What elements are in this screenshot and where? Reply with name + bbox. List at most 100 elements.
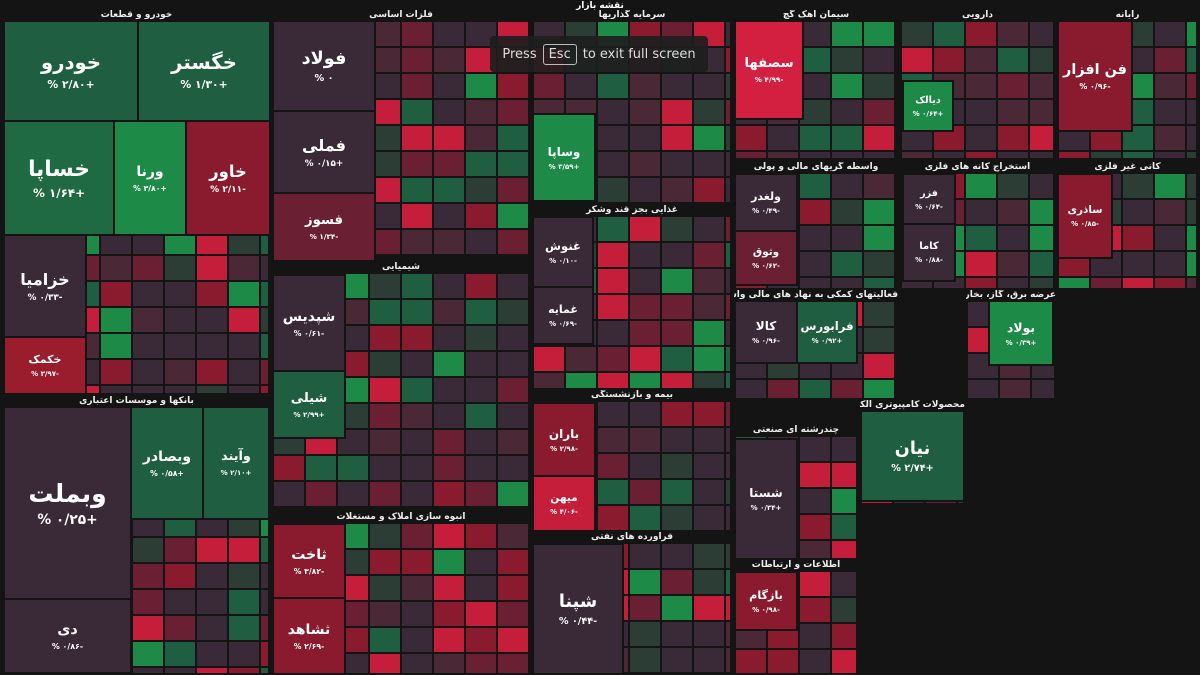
- filler-tile: [1123, 152, 1153, 158]
- stock-name: فملی: [302, 135, 346, 155]
- filler-tile: [800, 515, 830, 539]
- filler-tile: [726, 506, 730, 530]
- filler-tile: [726, 373, 730, 388]
- filler-tile: [864, 226, 894, 250]
- stock-name: سصفها: [744, 56, 794, 71]
- stock-tile: وثوق -۰/۶۲ %: [734, 230, 798, 286]
- filler-tile: [1187, 126, 1196, 150]
- stock-name: ثاخت: [291, 546, 327, 563]
- stock-change: -۲/۱۱ %: [210, 184, 246, 195]
- filler-tile: [370, 654, 400, 673]
- stock-change: +۱/۳۰ %: [180, 78, 228, 91]
- filler-tile: [694, 596, 724, 620]
- filler-tile: [662, 454, 692, 478]
- filler-tile: [1187, 252, 1196, 276]
- filler-tile: [630, 243, 660, 267]
- filler-tile: [133, 230, 163, 254]
- filler-tile: [466, 300, 496, 324]
- filler-tile: [694, 152, 724, 176]
- filler-tile: [197, 616, 227, 640]
- stock-name: وآیند: [221, 449, 251, 464]
- filler-tile: [402, 204, 432, 228]
- filler-tile: [370, 550, 400, 574]
- filler-tile: [370, 274, 400, 298]
- filler-tile: [1123, 252, 1153, 276]
- stock-tile: خگستر +۱/۳۰ %: [137, 20, 271, 122]
- filler-tile: [434, 550, 464, 574]
- stock-name: فسوز: [305, 213, 343, 228]
- filler-tile: [434, 74, 464, 98]
- filler-tile: [726, 152, 730, 176]
- stock-tile: ورنا +۳/۸۰ %: [113, 120, 187, 236]
- stock-change: -۳/۸۲ %: [293, 566, 325, 576]
- filler-tile: [261, 334, 268, 358]
- filler-tile: [197, 386, 227, 393]
- filler-tile: [261, 642, 268, 666]
- filler-tile: [370, 352, 400, 376]
- filler-tile: [1155, 126, 1185, 150]
- sector-title: بانکها و موسسات اعتباری: [79, 396, 194, 406]
- filler-tile: [402, 326, 432, 350]
- filler-tile: [832, 572, 856, 596]
- filler-tile: [466, 524, 496, 548]
- filler-tile: [133, 538, 163, 562]
- filler-tile: [498, 404, 528, 428]
- filler-tile: [370, 628, 400, 652]
- filler-tile: [726, 74, 730, 98]
- filler-tile: [229, 256, 259, 280]
- filler-tile: [864, 278, 894, 288]
- filler-tile: [402, 152, 432, 176]
- filler-tile: [402, 178, 432, 202]
- stock-name: غمایه: [548, 303, 578, 316]
- filler-tile: [966, 174, 996, 198]
- filler-tile: [1187, 278, 1196, 288]
- filler-tile: [1123, 226, 1153, 250]
- stock-tile: باران -۲/۹۸ %: [532, 402, 596, 477]
- filler-tile: [1155, 278, 1185, 288]
- filler-tile: [229, 360, 259, 384]
- filler-tile: [768, 380, 798, 398]
- stock-tile: میهن -۴/۰۶ %: [532, 475, 596, 532]
- filler-tile: [370, 126, 400, 150]
- filler-tile: [1091, 278, 1121, 288]
- filler-tile: [133, 360, 163, 384]
- filler-tile: [498, 654, 528, 673]
- filler-tile: [1030, 174, 1053, 198]
- filler-tile: [598, 506, 628, 530]
- stock-change: +۰/۳۴ %: [750, 504, 782, 512]
- filler-tile: [133, 668, 163, 673]
- filler-tile: [800, 598, 830, 622]
- filler-tile: [800, 152, 830, 158]
- filler-tile: [630, 373, 660, 388]
- filler-tile: [966, 226, 996, 250]
- filler-tile: [261, 256, 268, 280]
- filler-tile: [726, 321, 730, 345]
- filler-tile: [998, 152, 1028, 158]
- filler-tile: [370, 430, 400, 454]
- filler-tile: [402, 300, 432, 324]
- stock-name: خساپا: [28, 156, 90, 182]
- filler-tile: [832, 437, 856, 461]
- filler-tile: [261, 230, 268, 254]
- filler-tile: [370, 204, 400, 228]
- filler-tile: [934, 22, 964, 46]
- filler-tile: [1059, 278, 1089, 288]
- stock-name: نیان: [894, 438, 931, 459]
- filler-tile: [402, 628, 432, 652]
- filler-tile: [229, 386, 259, 393]
- filler-tile: [662, 373, 692, 388]
- sector-title: فلزات اساسی: [369, 10, 433, 20]
- filler-tile: [566, 347, 596, 371]
- filler-tile: [229, 282, 259, 306]
- stock-change: -۲/۹۸ %: [550, 444, 578, 453]
- filler-tile: [726, 126, 730, 150]
- stock-tile: خودرو +۲/۸۰ %: [3, 20, 139, 122]
- filler-tile: [630, 622, 660, 646]
- filler-tile: [1030, 226, 1053, 250]
- filler-tile: [402, 378, 432, 402]
- filler-tile: [434, 22, 464, 46]
- filler-tile: [1187, 22, 1196, 46]
- filler-tile: [630, 347, 660, 371]
- filler-tile: [434, 576, 464, 600]
- filler-tile: [726, 596, 730, 620]
